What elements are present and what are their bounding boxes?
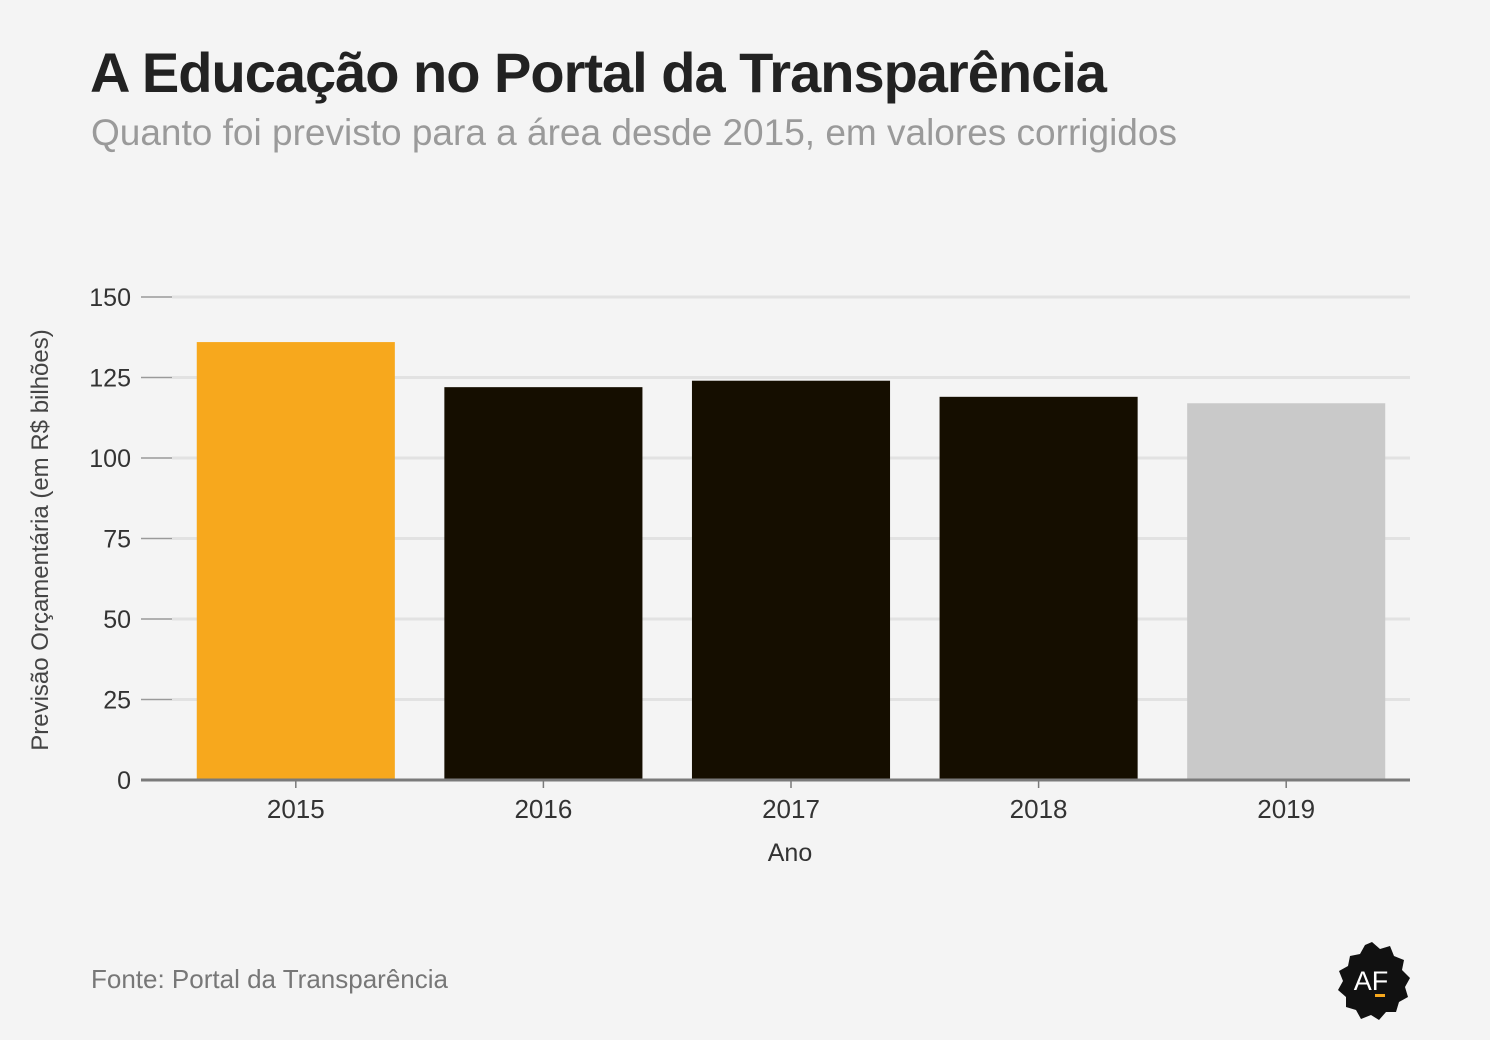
bar-chart: 0 25 50 75 100 125 150 2015 2016 2017 2018 2019 Ano… bbox=[27, 284, 1410, 867]
y-tick-label: 150 bbox=[89, 284, 131, 312]
x-tick-label: 2017 bbox=[762, 794, 820, 824]
bars bbox=[196, 342, 1386, 780]
bar-2017 bbox=[691, 380, 891, 780]
x-tick-label: 2019 bbox=[1257, 794, 1315, 824]
bar-2019 bbox=[1187, 403, 1386, 780]
y-tick-label: 75 bbox=[103, 526, 131, 554]
x-tick-label: 2015 bbox=[267, 794, 325, 824]
chart-title: A Educação no Portal da Transparência bbox=[90, 41, 1107, 104]
x-axis-label: Ano bbox=[768, 839, 812, 867]
y-tick-label: 125 bbox=[89, 365, 131, 393]
bar-2016 bbox=[444, 387, 643, 780]
bar-2015 bbox=[196, 342, 395, 780]
y-tick-label: 25 bbox=[103, 687, 131, 715]
logo-badge bbox=[1338, 942, 1410, 1020]
source-note: Fonte: Portal da Transparência bbox=[91, 964, 448, 994]
af-logo: AF bbox=[1338, 942, 1410, 1020]
x-tick-label: 2016 bbox=[514, 794, 572, 824]
chart-subtitle: Quanto foi previsto para a área desde 20… bbox=[91, 112, 1177, 153]
logo-text: AF bbox=[1354, 966, 1389, 996]
y-tick-label: 0 bbox=[117, 767, 131, 795]
bar-2018 bbox=[939, 396, 1138, 780]
x-tick-label: 2018 bbox=[1010, 794, 1068, 824]
y-tick-label: 100 bbox=[89, 445, 131, 473]
logo-accent bbox=[1375, 994, 1385, 997]
y-tick-label: 50 bbox=[103, 606, 131, 634]
y-axis-label: Previsão Orçamentária (em R$ bilhões) bbox=[27, 329, 54, 751]
axes: 0 25 50 75 100 125 150 2015 2016 2017 2018 2019 bbox=[89, 284, 1410, 824]
